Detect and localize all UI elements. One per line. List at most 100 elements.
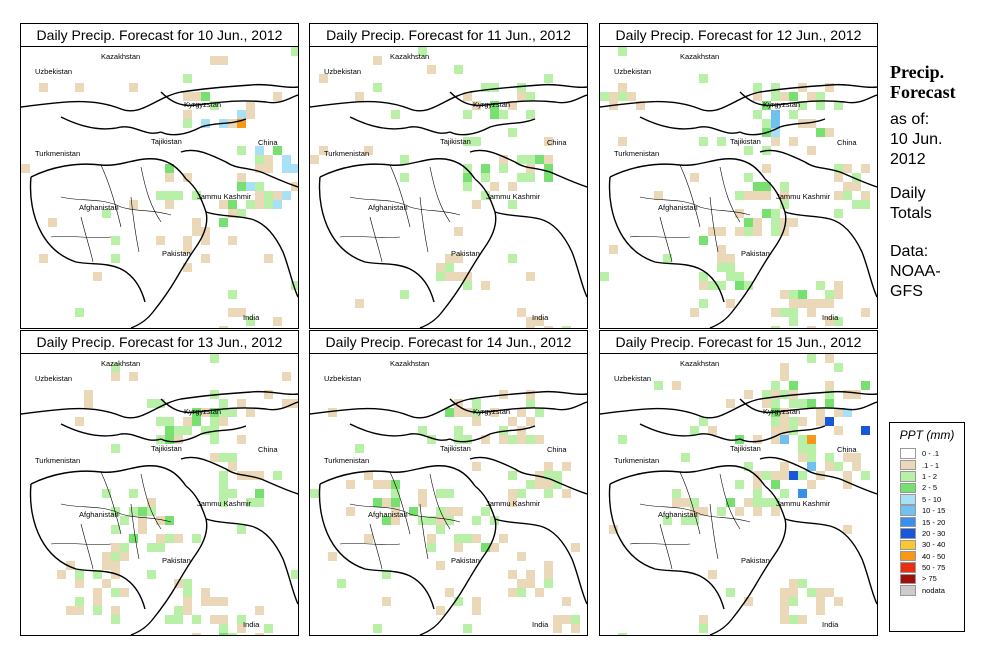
precip-cell: [618, 83, 627, 92]
border-line: [319, 465, 476, 487]
precip-cell: [174, 606, 183, 615]
map-canvas: Kazakhstan Uzbekistan Kyrgyzstan Tajikistan…: [21, 354, 298, 635]
border-line: [784, 518, 877, 605]
legend-row: 5 - 10: [890, 494, 964, 505]
border-line: [449, 118, 536, 136]
precip-cell: [825, 462, 834, 471]
precip-cell: [762, 399, 771, 408]
precip-cell: [753, 191, 762, 200]
border-line: [600, 83, 877, 112]
precip-cell: [391, 498, 400, 507]
precip-cell: [771, 137, 780, 146]
precip-cell: [553, 471, 562, 480]
border-line: [60, 423, 162, 441]
precip-cell: [708, 570, 717, 579]
precip-cell: [138, 525, 147, 534]
precip-cell: [753, 218, 762, 227]
precip-cell: [192, 615, 201, 624]
precip-cell: [780, 92, 789, 101]
border-line: [180, 149, 298, 188]
precip-cell: [571, 624, 580, 633]
precip-cell: [156, 534, 165, 543]
precip-cell: [129, 83, 138, 92]
precip-cell: [618, 435, 627, 444]
legend-label: 50 - 75: [922, 563, 946, 573]
precip-cell: [255, 164, 264, 173]
precip-cell: [744, 227, 753, 236]
label-uzbekistan: Uzbekistan: [324, 67, 361, 76]
precip-cell: [373, 480, 382, 489]
precip-cell: [273, 146, 282, 155]
label-tajikistan: Tajikistan: [151, 137, 182, 146]
precip-cell: [562, 597, 571, 606]
precip-cell: [699, 507, 708, 516]
precip-cell: [526, 92, 535, 101]
precip-cell: [789, 308, 798, 317]
precip-cell: [454, 534, 463, 543]
precip-cell: [798, 435, 807, 444]
precip-cell: [463, 173, 472, 182]
precip-cell: [499, 164, 508, 173]
label-afghanistan: Afghanistan: [368, 203, 408, 212]
legend-row: 2 - 5: [890, 482, 964, 494]
precip-cell: [562, 615, 571, 624]
precip-cell: [663, 516, 672, 525]
precip-cell: [228, 453, 237, 462]
precip-cell: [481, 507, 490, 516]
legend-label: .1 - 1: [922, 460, 940, 470]
border-line: [130, 178, 208, 328]
precip-cell: [807, 444, 816, 453]
precip-cell: [861, 381, 870, 390]
precip-cell: [789, 381, 798, 390]
precip-cell: [382, 480, 391, 489]
precip-cell: [165, 417, 174, 426]
legend-swatch: [900, 471, 916, 482]
precip-cell: [192, 92, 201, 101]
precip-cell: [508, 128, 517, 137]
precip-cell: [102, 209, 111, 218]
precip-cell: [517, 579, 526, 588]
precip-cell: [463, 435, 472, 444]
precip-cell: [255, 155, 264, 164]
precip-cell: [517, 408, 526, 417]
precip-cell: [246, 200, 255, 209]
precip-cell: [780, 218, 789, 227]
precip-cell: [228, 209, 237, 218]
label-pakistan: Pakistan: [451, 249, 480, 258]
precip-cell: [427, 516, 436, 525]
precip-cell: [454, 435, 463, 444]
precip-map: Kazakhstan Uzbekistan Kyrgyzstan Tajikistan…: [20, 46, 299, 329]
precip-cell: [463, 534, 472, 543]
precip-cell: [544, 137, 553, 146]
border-line: [205, 211, 298, 298]
precip-cell: [210, 354, 219, 363]
precip-cell: [57, 570, 66, 579]
label-tajikistan: Tajikistan: [440, 137, 471, 146]
precip-cell: [310, 155, 319, 164]
precip-cell: [744, 498, 753, 507]
precip-cell: [445, 588, 454, 597]
precip-cell: [825, 417, 834, 426]
precip-cell: [129, 200, 138, 209]
label-kazakhstan: Kazakhstan: [101, 52, 140, 61]
legend-row: 50 - 75: [890, 562, 964, 573]
precip-cell: [228, 290, 237, 299]
label-pakistan: Pakistan: [162, 249, 191, 258]
precip-cell: [843, 471, 852, 480]
precip-cell: [445, 489, 454, 498]
precip-cell: [681, 516, 690, 525]
precip-cell: [219, 453, 228, 462]
precip-cell: [129, 507, 138, 516]
precip-cell: [111, 363, 120, 372]
precip-cell: [699, 74, 708, 83]
precip-cell: [201, 408, 210, 417]
precip-cell: [753, 507, 762, 516]
precip-cell: [807, 119, 816, 128]
border-line: [609, 465, 766, 487]
border-line: [205, 518, 298, 605]
precip-cell: [490, 182, 499, 191]
legend-swatch: [900, 516, 916, 528]
precip-cell: [526, 417, 535, 426]
precip-map: Kazakhstan Uzbekistan Kyrgyzstan Tajikistan…: [599, 46, 878, 329]
precip-cell: [255, 182, 264, 191]
